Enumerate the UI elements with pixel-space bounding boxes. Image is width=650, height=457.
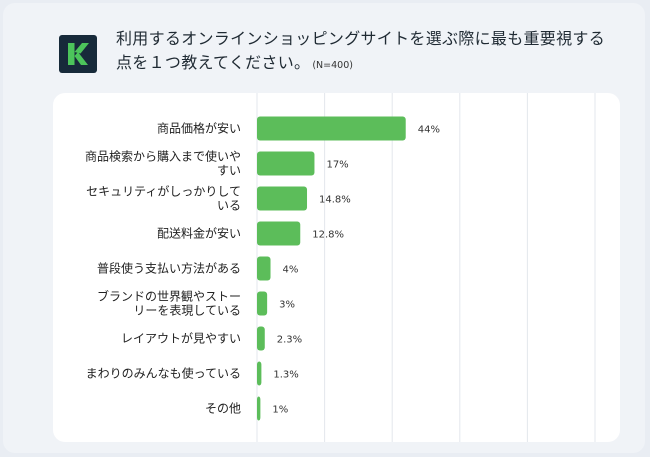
bar-mark [257,151,315,176]
value-label: 44% [418,125,440,136]
value-label: 3% [279,300,295,311]
bar-mark [257,291,268,316]
chart-card: 44% 商品価格が安い 17% 商品検索から購入まで使いやすい 14.8% セキュリティが… [53,93,620,442]
category-label-line: その他 [205,402,241,416]
bar-mark [257,326,265,351]
bar-chart: 44% 商品価格が安い 17% 商品検索から購入まで使いやすい 14.8% セキュリティが… [85,93,596,442]
value-label: 12.8% [312,230,344,241]
category-label: まわりのみんなも使っている [86,366,241,381]
value-label: 4% [283,265,299,276]
bar-mark [257,396,261,421]
chart-title-text: 利用するオンラインショッピングサイトを選ぶ際に最も重要視する点を１つ教えてくださ… [116,29,606,72]
value-label: 1% [272,405,288,416]
value-label: 14.8% [319,195,351,206]
sample-size-note: (N=400) [312,60,353,71]
category-label: レイアウトが見やすい [121,331,241,346]
brand-logo [59,35,97,73]
bar-mark [257,221,301,246]
category-label-line: セキュリティがしっかりして [86,184,241,199]
category-label-line: 配送料金が安い [157,226,241,241]
category-label: ブランドの世界観やストーリーを表現している [97,289,241,318]
category-label-line: 商品検索から購入まで使いや [85,149,241,164]
category-label-line: リーを表現している [133,304,241,318]
value-label: 17% [326,160,348,171]
category-label: 普段使う支払い方法がある [97,261,241,276]
k-logo-icon [68,43,89,65]
category-label: セキュリティがしっかりしている [86,184,241,213]
bar-mark [257,186,308,211]
category-label: その他 [205,402,241,416]
category-label-line: 商品価格が安い [157,121,241,136]
bar-mark [257,116,406,141]
category-label-line: すい [217,164,241,178]
category-label: 商品価格が安い [157,121,241,136]
category-label-line: 普段使う支払い方法がある [97,261,241,276]
category-label-line: レイアウトが見やすい [121,331,241,346]
value-label: 1.3% [273,370,298,381]
category-label-line: まわりのみんなも使っている [86,366,241,381]
category-label: 商品検索から購入まで使いやすい [85,149,241,178]
value-label: 2.3% [277,335,302,346]
bar-mark [257,256,271,281]
category-label-line: ブランドの世界観やストー [97,289,241,304]
category-label-line: いる [217,199,241,213]
category-label: 配送料金が安い [157,226,241,241]
chart-title: 利用するオンラインショッピングサイトを選ぶ際に最も重要視する点を１つ教えてくださ… [116,27,616,78]
bar-mark [257,361,262,386]
